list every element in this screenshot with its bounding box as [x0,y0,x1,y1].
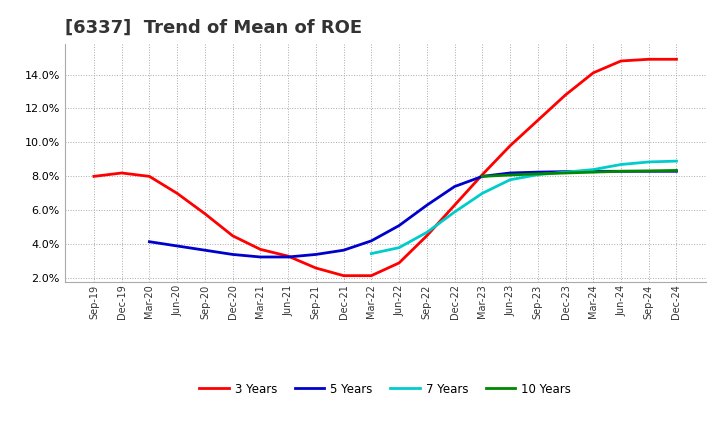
3 Years [423,233,431,238]
3 Years [589,70,598,76]
Line: 5 Years: 5 Years [150,171,677,257]
10 Years [478,174,487,179]
7 Years [450,209,459,215]
7 Years [644,159,653,165]
3 Years [173,191,181,196]
Line: 7 Years: 7 Years [372,161,677,253]
7 Years [561,169,570,175]
10 Years [672,168,681,173]
3 Years [395,260,403,266]
5 Years [505,170,514,176]
5 Years [616,169,625,174]
5 Years [173,243,181,249]
7 Years [534,172,542,177]
Legend: 3 Years, 5 Years, 7 Years, 10 Years: 3 Years, 5 Years, 7 Years, 10 Years [194,378,576,400]
5 Years [534,169,542,175]
7 Years [505,177,514,183]
3 Years [284,253,292,259]
7 Years [367,251,376,256]
3 Years [450,202,459,208]
10 Years [616,169,625,174]
10 Years [644,169,653,174]
3 Years [644,57,653,62]
3 Years [312,265,320,271]
3 Years [89,174,98,179]
3 Years [256,247,265,252]
3 Years [478,172,487,177]
3 Years [145,174,154,179]
5 Years [644,169,653,174]
7 Years [478,191,487,196]
10 Years [561,170,570,176]
5 Years [589,169,598,174]
5 Years [478,174,487,179]
Line: 10 Years: 10 Years [482,170,677,176]
3 Years [201,211,210,216]
3 Years [561,92,570,98]
5 Years [145,239,154,244]
3 Years [505,143,514,148]
3 Years [534,118,542,123]
5 Years [561,169,570,174]
5 Years [256,254,265,260]
5 Years [423,202,431,208]
5 Years [312,252,320,257]
7 Years [395,245,403,250]
5 Years [672,169,681,174]
10 Years [534,171,542,176]
3 Years [117,170,126,176]
5 Years [201,248,210,253]
7 Years [589,167,598,172]
3 Years [339,273,348,279]
7 Years [423,230,431,235]
3 Years [367,273,376,279]
5 Years [228,252,237,257]
5 Years [450,184,459,189]
3 Years [228,233,237,238]
7 Years [672,158,681,164]
7 Years [616,162,625,167]
5 Years [284,254,292,260]
10 Years [589,169,598,175]
5 Years [367,238,376,243]
3 Years [616,59,625,64]
5 Years [339,248,348,253]
10 Years [505,172,514,178]
5 Years [395,223,403,228]
3 Years [672,57,681,62]
Text: [6337]  Trend of Mean of ROE: [6337] Trend of Mean of ROE [65,19,362,37]
Line: 3 Years: 3 Years [94,59,677,275]
